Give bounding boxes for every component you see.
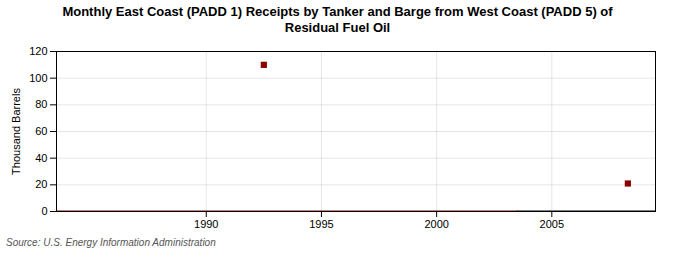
svg-text:0: 0 — [41, 205, 47, 217]
svg-text:40: 40 — [35, 151, 47, 163]
svg-text:2005: 2005 — [540, 218, 564, 230]
svg-text:2000: 2000 — [424, 218, 448, 230]
svg-text:1990: 1990 — [194, 218, 218, 230]
svg-text:20: 20 — [35, 178, 47, 190]
svg-text:100: 100 — [29, 71, 47, 83]
html-text:Monthly East Coast (PADD 1) Re: Monthly East Coast (PADD 1) Receipts by … — [62, 4, 613, 36]
svg-text:Thousand Barrels: Thousand Barrels — [10, 87, 22, 174]
svg-text:80: 80 — [35, 98, 47, 110]
svg-text:1995: 1995 — [309, 218, 333, 230]
svg-text:120: 120 — [29, 45, 47, 57]
svg-text:60: 60 — [35, 125, 47, 137]
html-text:Source: U.S. Energy Informatio: Source: U.S. Energy Information Administ… — [6, 236, 216, 248]
